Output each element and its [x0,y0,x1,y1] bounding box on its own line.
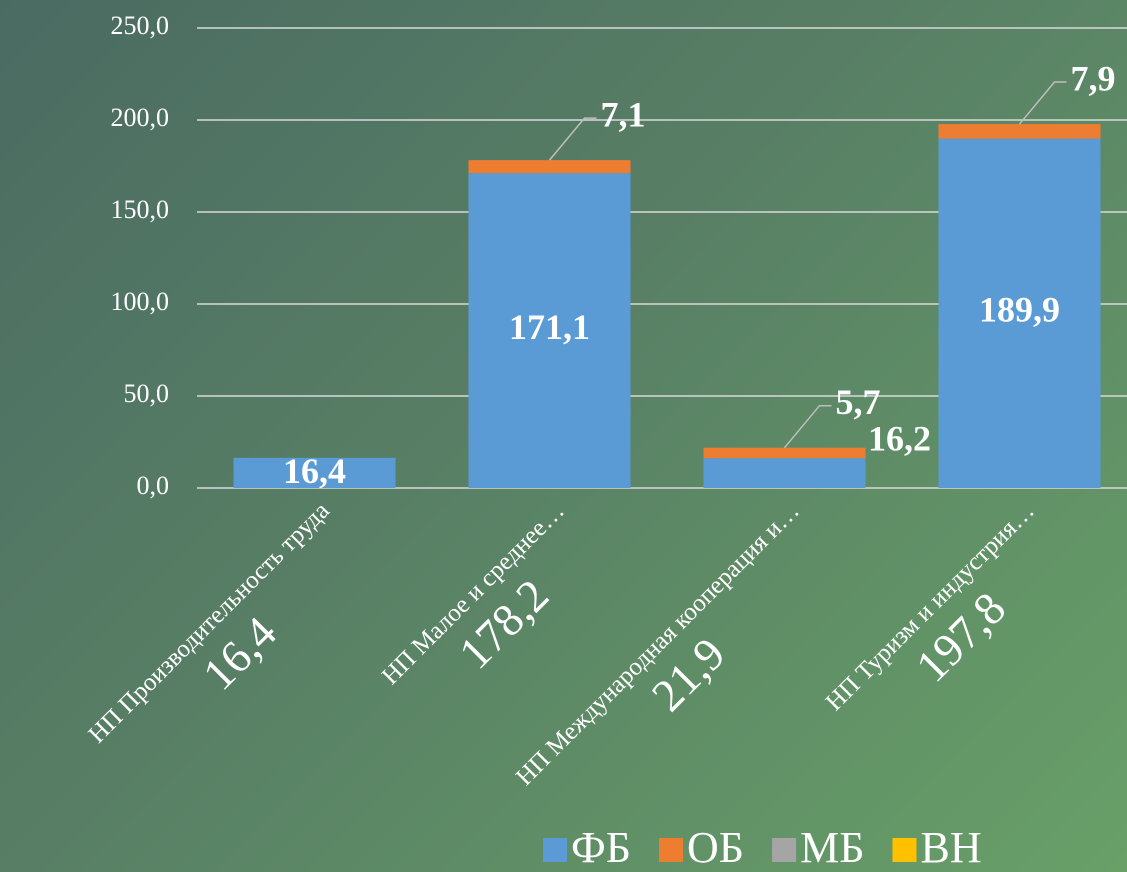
data-label: 7,1 [601,94,646,134]
x-tick-label-group: НП Малое и среднее…178,2 [377,497,570,690]
legend-label: ФБ [571,823,631,872]
bar-segment [938,138,1101,489]
bar-segment [938,124,1101,139]
x-tick-label: НП Производительность труда [83,497,334,748]
legend-swatch [659,838,684,862]
legend-swatch [892,838,917,862]
leader-line [548,117,597,161]
data-label: 7,9 [1071,58,1116,98]
y-tick-label: 200,0 [111,103,170,132]
data-label: 171,1 [509,307,590,347]
bar-segment [468,160,631,174]
y-tick-label: 50,0 [124,379,170,408]
leader-line [1018,81,1067,125]
legend-swatch [772,838,797,862]
bar-segment [703,458,866,488]
leader-line [783,404,832,449]
x-tick-label: НП Международная кооперация и… [511,497,805,791]
bar-segment [703,447,866,459]
x-tick-label: НП Туризм и индустрия… [821,497,1040,716]
x-tick-label-group: НП Международная кооперация и…21,9 [511,497,805,791]
x-tick-label-group: НП Туризм и индустрия…197,8 [821,497,1040,716]
bar-segment [468,173,631,488]
y-tick-label: 150,0 [111,195,170,224]
data-label: 16,4 [283,451,346,491]
data-label: 5,7 [836,382,881,422]
legend-label: ВН [920,823,981,872]
legend-swatch [543,838,567,862]
data-label: 16,2 [868,418,931,458]
y-tick-label: 100,0 [111,287,170,316]
data-label: 189,9 [979,290,1060,330]
y-tick-label: 250,0 [111,11,170,40]
legend-label: ОБ [687,823,744,872]
bar-segment [233,457,396,488]
y-tick-label: 0,0 [137,471,170,500]
legend-label: МБ [800,823,864,872]
